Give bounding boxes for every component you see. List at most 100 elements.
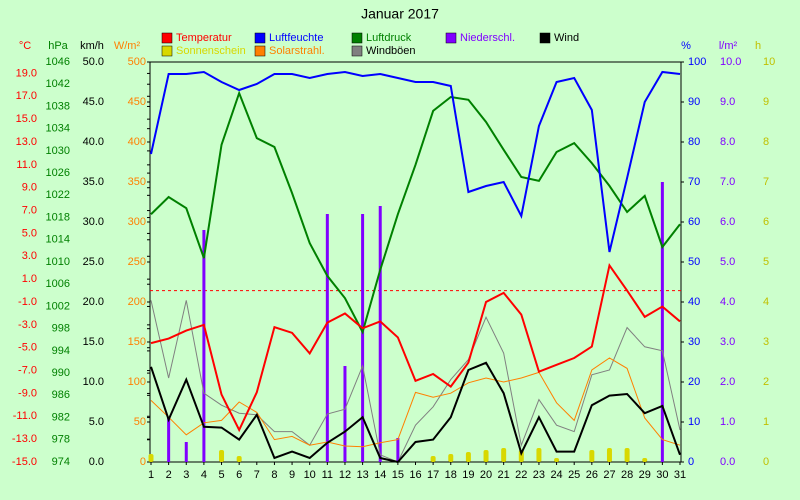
bar [660,182,664,462]
y-tick-label: 978 [52,434,70,446]
x-tick-label: 15 [392,469,404,481]
legend-label: Temperatur [176,32,232,44]
y-tick-label: 10.0 [720,56,741,68]
y-tick-label: 0 [763,456,769,468]
y-tick-label: 982 [52,411,70,423]
bar [219,450,225,462]
x-tick-label: 26 [586,469,598,481]
x-tick-label: 3 [183,469,189,481]
y-tick-label: 250 [128,256,146,268]
legend-label: Niederschl. [460,32,515,44]
bar [325,214,329,462]
axis-title: % [681,40,691,52]
y-tick-label: 5.0 [89,416,104,428]
axis-title: h [755,40,761,52]
y-tick-label: 4.0 [720,296,735,308]
legend-label: Sonnenschein [176,45,246,57]
y-tick-label: 1042 [46,78,70,90]
bar [148,454,154,462]
y-tick-label: 1006 [46,278,70,290]
y-tick-label: 4 [763,296,769,308]
y-tick-label: 1014 [46,234,70,246]
y-tick-label: 8.0 [720,136,735,148]
y-tick-label: 3.0 [22,250,37,262]
bar [624,448,630,462]
y-tick-label: -1.0 [18,296,37,308]
y-tick-label: 0.0 [89,456,104,468]
y-tick-label: 5.0 [720,256,735,268]
y-tick-label: 500 [128,56,146,68]
plot-area [149,61,682,463]
y-tick-label: 1026 [46,167,70,179]
axis-title: l/m² [719,40,738,52]
series-line [150,70,681,253]
y-tick-label: 50 [134,416,146,428]
y-tick-label: 200 [128,296,146,308]
y-tick-label: 60 [688,216,700,228]
y-tick-label: -3.0 [18,319,37,331]
bar [536,448,542,462]
bar [202,230,206,462]
bar [448,454,454,462]
y-tick-label: 6 [763,216,769,228]
bar [606,448,612,462]
y-tick-label: 10 [763,56,775,68]
y-tick-label: 0 [140,456,146,468]
y-tick-label: 1.0 [22,273,37,285]
y-tick-label: 7 [763,176,769,188]
y-tick-label: 986 [52,389,70,401]
y-tick-label: 1010 [46,256,70,268]
y-tick-label: -15.0 [12,456,37,468]
series-line [150,90,681,335]
y-tick-label: 9.0 [22,182,37,194]
x-tick-label: 27 [603,469,615,481]
y-tick-label: 19.0 [16,67,37,79]
x-tick-label: 2 [166,469,172,481]
y-tick-label: 15.0 [83,336,104,348]
x-tick-label: 5 [218,469,224,481]
x-tick-label: 10 [304,469,316,481]
y-tick-label: 3 [763,336,769,348]
x-tick-label: 24 [550,469,562,481]
y-tick-label: 20 [688,376,700,388]
x-tick-label: 21 [498,469,510,481]
x-tick-label: 20 [480,469,492,481]
y-tick-label: 10 [688,416,700,428]
y-tick-label: 11.0 [16,159,37,171]
y-tick-label: 1046 [46,56,70,68]
y-tick-label: 15.0 [16,113,37,125]
y-tick-label: 450 [128,96,146,108]
legend-label: Windböen [366,45,416,57]
y-tick-label: 5.0 [22,227,37,239]
x-tick-label: 8 [271,469,277,481]
y-tick-label: 100 [688,56,706,68]
y-tick-label: 13.0 [16,136,37,148]
y-tick-label: 990 [52,367,70,379]
y-tick-label: 7.0 [720,176,735,188]
y-tick-label: -5.0 [18,342,37,354]
legend-label: Wind [554,32,579,44]
y-tick-label: 17.0 [16,90,37,102]
y-tick-label: 30 [688,336,700,348]
y-tick-label: 1.0 [720,416,735,428]
bar [236,456,242,462]
x-tick-label: 11 [322,469,333,481]
y-tick-label: 2 [763,376,769,388]
series-line [150,300,681,463]
y-tick-label: 10.0 [83,376,104,388]
legend-swatch [254,45,266,57]
legend-swatch [161,45,173,57]
y-tick-label: 40.0 [83,136,104,148]
y-tick-label: 974 [52,456,70,468]
x-tick-label: 29 [639,469,651,481]
bar [518,450,524,462]
bar [430,456,436,462]
x-tick-label: 6 [236,469,242,481]
legend-swatch [539,32,551,44]
legend-label: Luftdruck [366,32,412,44]
y-tick-label: 0.0 [720,456,735,468]
bar [642,458,648,462]
x-tick-label: 1 [148,469,154,481]
y-tick-label: -11.0 [13,410,37,422]
bar [554,458,560,462]
